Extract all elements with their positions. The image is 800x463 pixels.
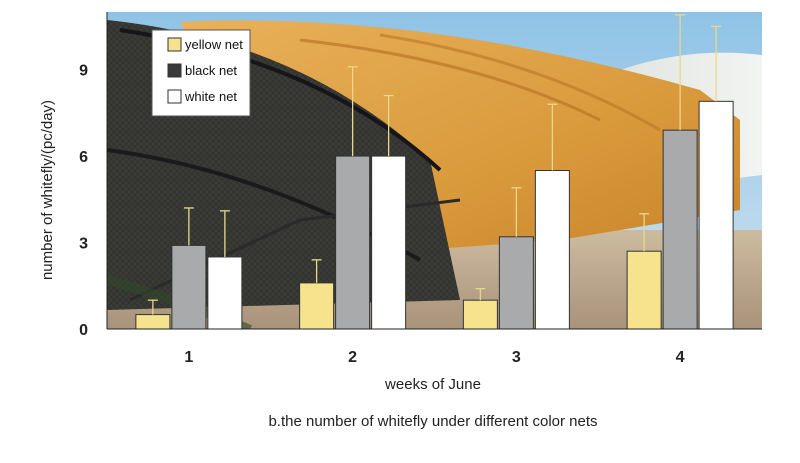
y-tick-labels: 0 3 6 9 xyxy=(79,63,88,339)
legend-label-yellow-net: yellow net xyxy=(185,37,243,52)
bar-yellow-net-week-1 xyxy=(135,314,171,330)
legend-label-white-net: white net xyxy=(184,89,237,104)
legend: yellow net black net white net xyxy=(151,29,251,117)
bar-white-net-week-1 xyxy=(207,256,243,330)
legend-label-black-net: black net xyxy=(185,63,237,78)
x-tick-label-1: 1 xyxy=(184,349,193,366)
y-tick-label-3: 3 xyxy=(79,236,88,253)
error-bar-group xyxy=(147,14,722,315)
bar-yellow-net-week-4 xyxy=(626,250,662,330)
x-axis-title: weeks of June xyxy=(384,376,481,393)
y-tick-label-9: 9 xyxy=(79,63,88,80)
bar-black-net-week-4 xyxy=(662,129,698,330)
bar-yellow-net-week-2 xyxy=(299,282,335,330)
bar-white-net-week-4 xyxy=(698,100,734,330)
x-tick-label-4: 4 xyxy=(676,349,685,366)
bar-black-net-week-3 xyxy=(498,236,534,330)
x-tick-label-2: 2 xyxy=(348,349,357,366)
figure-caption: b.the number of whitefly under different… xyxy=(268,413,597,430)
y-axis-title: number of whitefly/(pc/day) xyxy=(39,100,56,280)
bar-black-net-week-1 xyxy=(171,244,207,330)
bar-black-net-week-2 xyxy=(335,155,371,330)
bar-yellow-net-week-3 xyxy=(462,299,498,330)
y-tick-label-6: 6 xyxy=(79,149,88,166)
bar-white-net-week-3 xyxy=(534,170,570,330)
legend-swatch-yellow-net xyxy=(167,37,182,52)
legend-swatch-white-net xyxy=(167,89,182,104)
x-tick-labels: 1 2 3 4 xyxy=(184,349,684,366)
bar-white-net-week-2 xyxy=(371,155,407,330)
legend-swatch-black-net xyxy=(167,63,182,78)
y-tick-label-0: 0 xyxy=(79,322,88,339)
bar-series-group xyxy=(135,100,734,330)
x-tick-label-3: 3 xyxy=(512,349,521,366)
